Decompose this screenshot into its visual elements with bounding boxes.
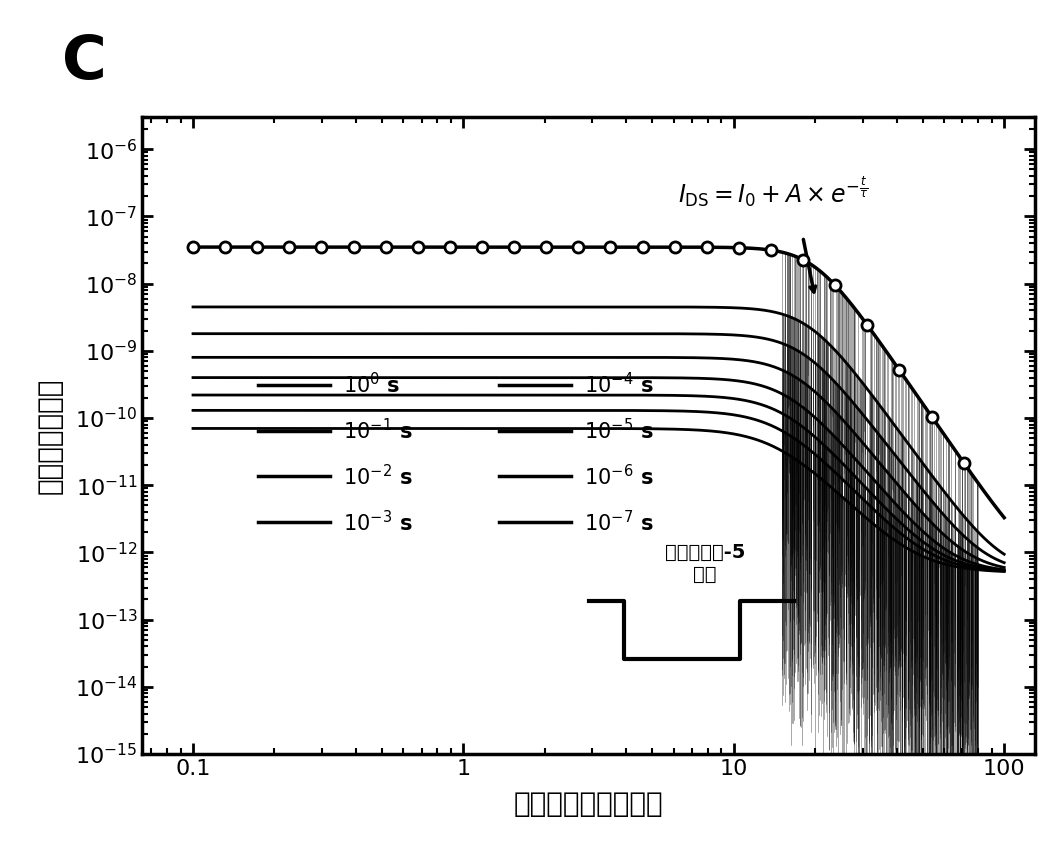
Text: $\mathit{I}_{\rm DS} = \mathit{I}_0 + A \times e^{-\frac{t}{\tau}}$: $\mathit{I}_{\rm DS} = \mathit{I}_0 + A … bbox=[678, 174, 868, 209]
Text: $10^{-7}$ s: $10^{-7}$ s bbox=[584, 510, 654, 535]
Y-axis label: 源漏电流（安）: 源漏电流（安） bbox=[36, 377, 64, 494]
Text: $10^{-3}$ s: $10^{-3}$ s bbox=[343, 510, 413, 535]
Text: $10^{-1}$ s: $10^{-1}$ s bbox=[343, 418, 413, 443]
Text: 栋压幅値为-5
伏特: 栋压幅値为-5 伏特 bbox=[665, 542, 744, 583]
Text: C: C bbox=[62, 32, 107, 92]
Text: $10^{0}$ s: $10^{0}$ s bbox=[343, 372, 401, 397]
Text: $10^{-2}$ s: $10^{-2}$ s bbox=[343, 464, 413, 489]
Text: $10^{-5}$ s: $10^{-5}$ s bbox=[584, 418, 654, 443]
X-axis label: 状态保持时间（秒）: 状态保持时间（秒） bbox=[513, 790, 664, 818]
Text: $10^{-6}$ s: $10^{-6}$ s bbox=[584, 464, 654, 489]
Text: $10^{-4}$ s: $10^{-4}$ s bbox=[584, 372, 654, 397]
